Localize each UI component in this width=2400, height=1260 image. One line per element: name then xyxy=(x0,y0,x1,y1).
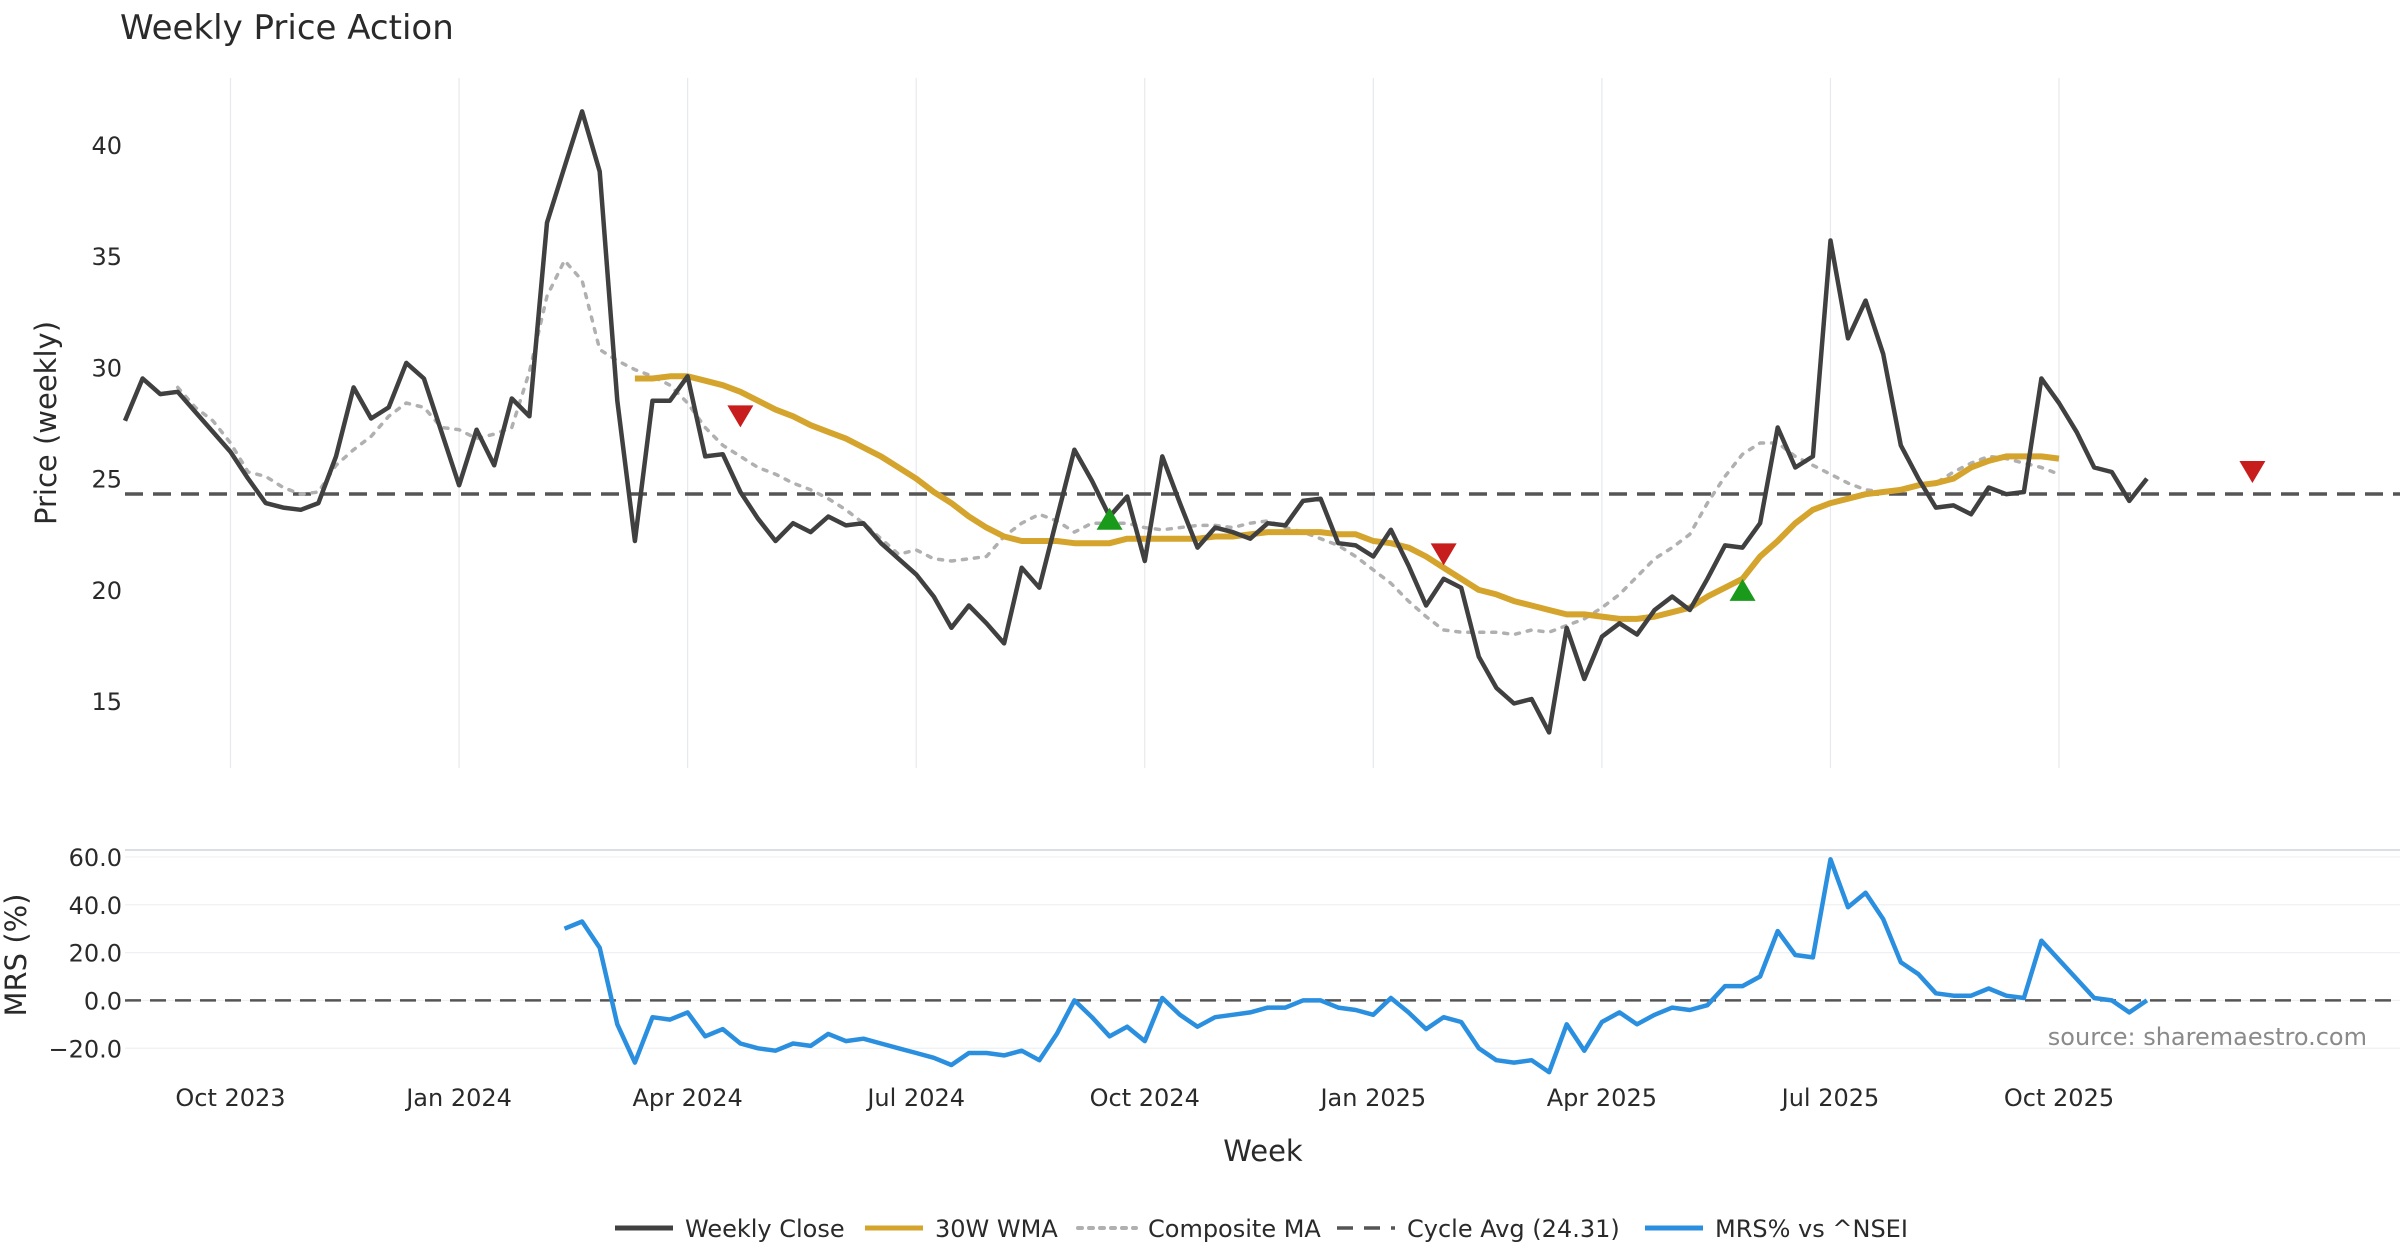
price-y-tick-20: 20 xyxy=(91,577,122,605)
price-y-axis-label: Price (weekly) xyxy=(29,321,63,525)
chart-title: Weekly Price Action xyxy=(120,8,454,48)
price-y-tick-25: 25 xyxy=(91,466,122,494)
x-tick-2: Apr 2024 xyxy=(633,1084,743,1112)
mrs-y-axis-label: MRS (%) xyxy=(0,894,33,1017)
source-note: source: sharemaestro.com xyxy=(2048,1023,2367,1051)
x-tick-8: Oct 2025 xyxy=(2004,1084,2114,1112)
x-tick-4: Oct 2024 xyxy=(1090,1084,1200,1112)
price-y-tick-35: 35 xyxy=(91,243,122,271)
legend-label-3: Cycle Avg (24.31) xyxy=(1407,1215,1620,1243)
price-panel: 15 20 25 30 35 40 Price (weekly) xyxy=(29,78,2400,768)
x-tick-5: Jan 2025 xyxy=(1318,1084,1426,1112)
mrs-y-tick-0: 60.0 xyxy=(69,844,122,872)
mrs-panel: 60.0 40.0 20.0 0.0 −20.0 MRS (%) source: sha… xyxy=(0,844,2400,1075)
price-series xyxy=(122,109,2149,735)
mrs-line xyxy=(563,857,2149,1075)
mrs-y-ticks: 60.0 40.0 20.0 0.0 −20.0 xyxy=(48,844,122,1063)
legend-label-4: MRS% vs ^NSEI xyxy=(1715,1215,1908,1243)
mrs-y-tick-1: 40.0 xyxy=(69,892,122,920)
weekly-close-line xyxy=(122,109,2149,735)
x-tick-3: Jul 2024 xyxy=(865,1084,965,1112)
mrs-gridlines xyxy=(125,849,2400,1049)
legend: Weekly Close 30W WMA Composite MA Cycle Avg… xyxy=(615,1215,1908,1243)
signal-markers xyxy=(727,405,2266,601)
composite-ma-line xyxy=(175,258,2061,637)
mrs-y-tick-4: −20.0 xyxy=(48,1035,122,1063)
mrs-series xyxy=(563,857,2149,1075)
mrs-y-tick-2: 20.0 xyxy=(69,940,122,968)
sell-signal-marker-2 xyxy=(1430,543,1457,566)
legend-label-0: Weekly Close xyxy=(685,1215,845,1243)
legend-label-1: 30W WMA xyxy=(935,1215,1058,1243)
x-tick-1: Jan 2024 xyxy=(404,1084,512,1112)
price-y-tick-40: 40 xyxy=(91,132,122,160)
x-tick-6: Apr 2025 xyxy=(1547,1084,1657,1112)
wma-30w-line xyxy=(634,373,2060,622)
price-gridlines xyxy=(229,78,2060,768)
x-tick-7: Jul 2025 xyxy=(1780,1084,1880,1112)
price-y-tick-30: 30 xyxy=(91,354,122,382)
price-y-tick-15: 15 xyxy=(91,688,122,716)
mrs-y-tick-3: 0.0 xyxy=(84,987,122,1015)
price-y-ticks: 15 20 25 30 35 40 xyxy=(91,132,122,716)
sell-signal-marker-4 xyxy=(2239,460,2266,483)
x-axis-ticks: Oct 2023 Jan 2024 Apr 2024 Jul 2024 Oct 2024… xyxy=(175,1084,2114,1112)
buy-signal-marker-3 xyxy=(1729,578,1756,601)
x-tick-0: Oct 2023 xyxy=(175,1084,285,1112)
buy-signal-marker-1 xyxy=(1096,507,1123,530)
x-axis-label: Week xyxy=(1223,1134,1303,1168)
legend-label-2: Composite MA xyxy=(1148,1215,1321,1243)
sell-signal-marker-0 xyxy=(727,405,754,428)
